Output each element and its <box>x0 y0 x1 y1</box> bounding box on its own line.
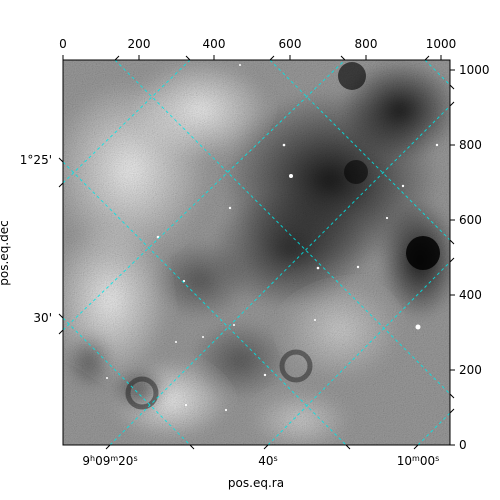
grid-line <box>269 60 450 241</box>
dec-tick-label: 1°25' <box>20 153 52 167</box>
top-tick-label: 400 <box>203 37 226 51</box>
right-tick-label: 0 <box>459 438 467 452</box>
grid-line <box>267 261 450 445</box>
ra-tick-label: 10m00s <box>397 454 440 468</box>
grid-line <box>63 60 346 331</box>
top-tick-label: 200 <box>128 37 151 51</box>
top-tick-label: 600 <box>279 37 302 51</box>
right-pixel-axis <box>450 69 455 446</box>
right-tick-label: 1000 <box>459 63 490 77</box>
top-tick-label: 0 <box>59 37 67 51</box>
sky-image <box>63 60 450 445</box>
right-tick-label: 800 <box>459 138 482 152</box>
wcs-grid <box>63 60 450 445</box>
grid-line <box>63 161 347 445</box>
right-tick-label: 600 <box>459 213 482 227</box>
dec-tick-label: 30' <box>33 311 52 325</box>
grid-line <box>109 105 450 445</box>
ra-axis-ticks <box>105 55 430 450</box>
top-pixel-axis <box>62 55 442 60</box>
grid-line <box>417 412 450 445</box>
ra-tick-label: 9h09m20s <box>82 454 137 468</box>
right-tick-label: 400 <box>459 288 482 302</box>
ra-tick-label: 40s <box>258 454 277 468</box>
right-tick-label: 200 <box>459 363 482 377</box>
plot-frame <box>62 59 451 446</box>
point-sources <box>106 64 439 412</box>
grid-line <box>114 60 450 395</box>
x-axis-label: pos.eq.ra <box>228 476 284 490</box>
top-tick-label: 1000 <box>426 37 457 51</box>
top-tick-label: 800 <box>355 37 378 51</box>
dec-axis-ticks <box>58 84 455 414</box>
y-axis-label: pos.eq.dec <box>0 220 11 285</box>
